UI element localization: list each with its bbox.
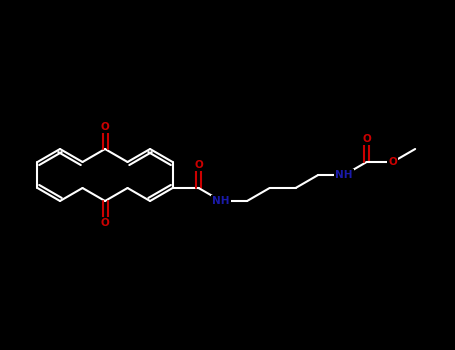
Text: NH: NH	[335, 170, 353, 180]
Text: NH: NH	[212, 196, 230, 206]
Text: O: O	[194, 160, 203, 170]
Text: O: O	[388, 157, 397, 167]
Text: O: O	[362, 134, 371, 143]
Text: O: O	[101, 122, 109, 132]
Text: O: O	[101, 218, 109, 228]
